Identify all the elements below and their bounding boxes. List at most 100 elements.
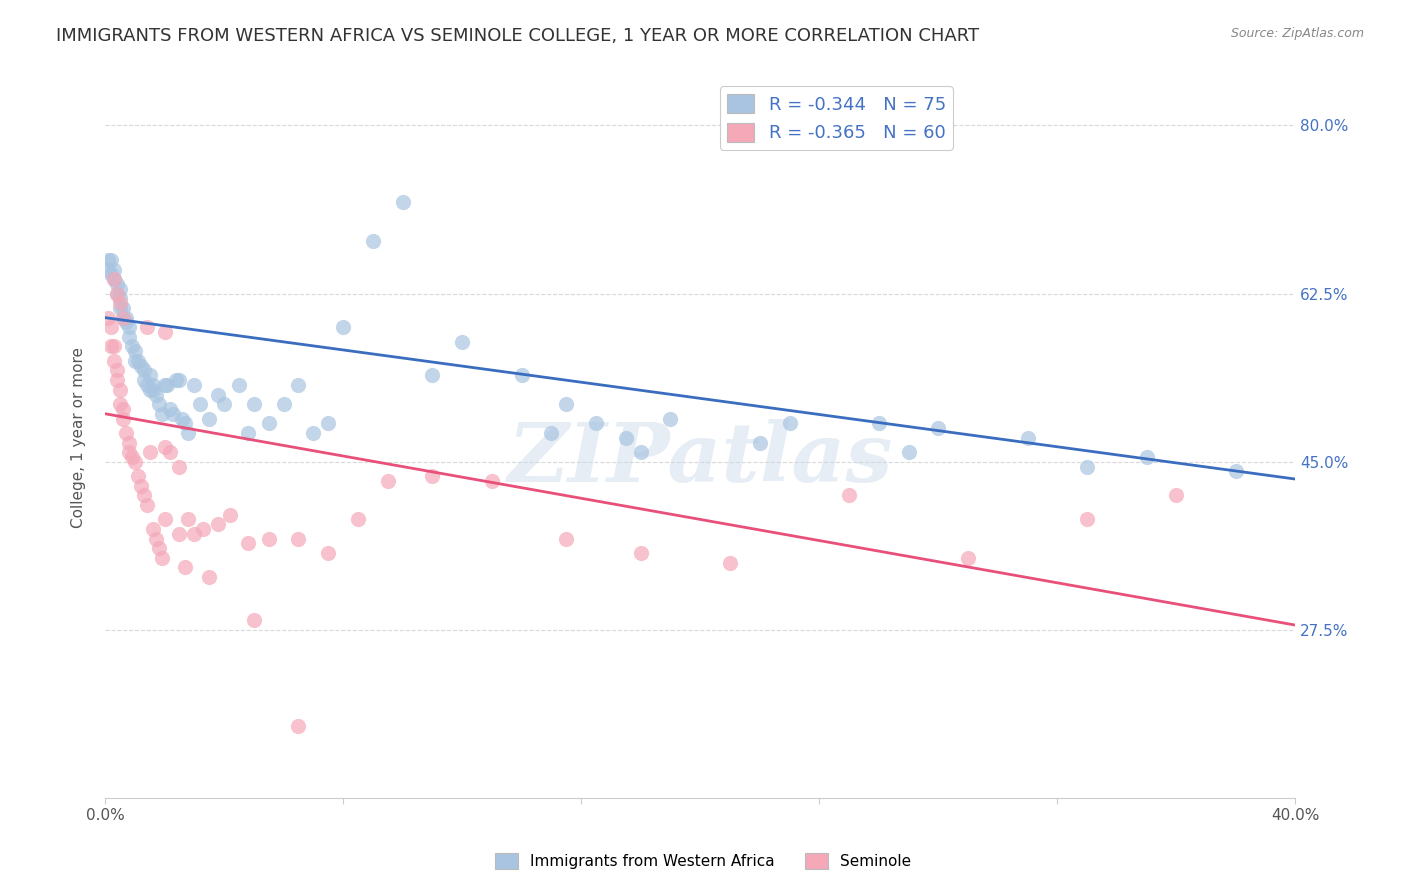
Point [135, 498, 157, 512]
Point [142, 378, 165, 392]
Point [219, 508, 242, 522]
Point [422, 368, 444, 383]
Point [177, 425, 200, 440]
Point [114, 310, 136, 325]
Point [108, 296, 131, 310]
Point [287, 378, 309, 392]
Point [118, 330, 141, 344]
Point [105, 286, 128, 301]
Point [159, 445, 181, 459]
Point [169, 526, 191, 541]
Point [481, 474, 503, 488]
Point [111, 310, 134, 325]
Point [243, 397, 266, 411]
Point [659, 411, 682, 425]
Point [897, 445, 920, 459]
Point [111, 401, 134, 416]
Point [193, 522, 215, 536]
Point [108, 292, 131, 306]
Point [377, 474, 399, 488]
Point [555, 397, 578, 411]
Point [838, 488, 860, 502]
Point [118, 435, 141, 450]
Point [391, 195, 413, 210]
Point [361, 234, 384, 248]
Legend: Immigrants from Western Africa, Seminole: Immigrants from Western Africa, Seminole [489, 847, 917, 875]
Point [257, 532, 280, 546]
Point [103, 272, 125, 286]
Point [422, 469, 444, 483]
Point [111, 411, 134, 425]
Point [165, 373, 187, 387]
Point [118, 445, 141, 459]
Point [100, 268, 122, 282]
Point [273, 397, 295, 411]
Point [127, 469, 149, 483]
Point [127, 354, 149, 368]
Point [114, 315, 136, 329]
Point [236, 425, 259, 440]
Point [228, 378, 250, 392]
Point [100, 252, 122, 267]
Point [132, 363, 155, 377]
Point [183, 526, 205, 541]
Point [162, 407, 184, 421]
Point [114, 425, 136, 440]
Point [287, 719, 309, 733]
Point [105, 373, 128, 387]
Point [100, 339, 122, 353]
Point [138, 368, 160, 383]
Text: ZIPatlas: ZIPatlas [508, 419, 893, 500]
Point [540, 425, 562, 440]
Point [150, 407, 173, 421]
Point [174, 417, 197, 431]
Point [1225, 464, 1247, 478]
Point [153, 441, 176, 455]
Point [145, 532, 167, 546]
Point [135, 320, 157, 334]
Text: Source: ZipAtlas.com: Source: ZipAtlas.com [1230, 27, 1364, 40]
Point [257, 417, 280, 431]
Point [153, 378, 176, 392]
Point [188, 397, 211, 411]
Point [124, 354, 146, 368]
Point [108, 301, 131, 315]
Point [1076, 459, 1098, 474]
Point [103, 262, 125, 277]
Point [347, 512, 370, 526]
Point [129, 359, 152, 373]
Point [132, 373, 155, 387]
Point [111, 301, 134, 315]
Point [718, 556, 741, 570]
Point [97, 262, 120, 277]
Point [118, 320, 141, 334]
Point [207, 387, 229, 401]
Point [108, 383, 131, 397]
Point [1076, 512, 1098, 526]
Point [148, 541, 170, 556]
Point [97, 310, 120, 325]
Point [177, 512, 200, 526]
Point [145, 387, 167, 401]
Point [302, 425, 325, 440]
Point [129, 479, 152, 493]
Point [451, 334, 474, 349]
Point [555, 532, 578, 546]
Point [105, 277, 128, 291]
Point [316, 546, 339, 560]
Point [108, 397, 131, 411]
Point [243, 613, 266, 627]
Point [1017, 431, 1039, 445]
Point [103, 272, 125, 286]
Point [748, 435, 770, 450]
Point [135, 378, 157, 392]
Point [105, 286, 128, 301]
Point [927, 421, 949, 435]
Point [287, 532, 309, 546]
Point [174, 560, 197, 574]
Point [103, 354, 125, 368]
Point [103, 339, 125, 353]
Point [111, 310, 134, 325]
Point [172, 411, 194, 425]
Point [1166, 488, 1188, 502]
